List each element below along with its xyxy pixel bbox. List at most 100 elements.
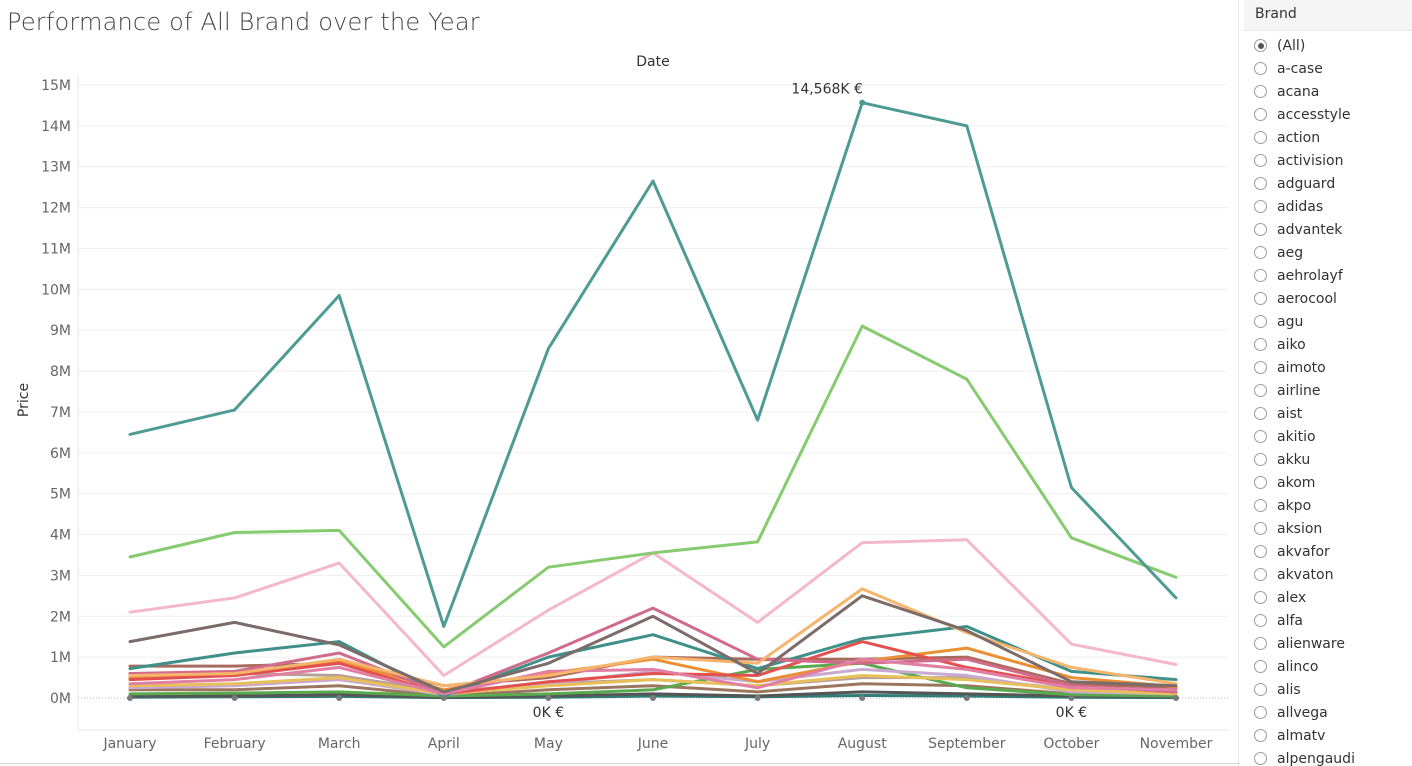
radio-button[interactable] bbox=[1254, 683, 1267, 696]
x-tick-label: October bbox=[1043, 736, 1099, 752]
brand-option[interactable]: alfa bbox=[1244, 609, 1412, 632]
peak-label: 14,568K € bbox=[791, 82, 863, 98]
y-tick-label: 9M bbox=[50, 323, 71, 339]
line-chart: 0M 1M 2M 3M 4M 5M 6M 7M 8M 9M 10M 11M 12M 13M 14M 15M Ja… bbox=[16, 54, 1228, 752]
brand-option[interactable]: a-case bbox=[1244, 57, 1412, 80]
radio-button[interactable] bbox=[1254, 476, 1267, 489]
brand-option-label: airline bbox=[1277, 382, 1321, 399]
y-tick-label: 2M bbox=[50, 609, 71, 625]
brand-option[interactable]: aimoto bbox=[1244, 356, 1412, 379]
radio-button[interactable] bbox=[1254, 453, 1267, 466]
x-tick-label: April bbox=[428, 736, 460, 752]
radio-button[interactable] bbox=[1254, 269, 1267, 282]
brand-option[interactable]: akpo bbox=[1244, 494, 1412, 517]
radio-button[interactable] bbox=[1254, 85, 1267, 98]
brand-option[interactable]: alex bbox=[1244, 586, 1412, 609]
radio-button[interactable] bbox=[1254, 154, 1267, 167]
brand-option[interactable]: alienware bbox=[1244, 632, 1412, 655]
radio-button[interactable] bbox=[1254, 246, 1267, 259]
brand-option[interactable]: alis bbox=[1244, 678, 1412, 701]
brand-option[interactable]: alpengaudi bbox=[1244, 747, 1412, 766]
brand-option[interactable]: airline bbox=[1244, 379, 1412, 402]
y-tick-label: 14M bbox=[41, 119, 71, 135]
y-tick-label: 15M bbox=[41, 78, 71, 94]
brand-option[interactable]: akvafor bbox=[1244, 540, 1412, 563]
radio-button[interactable] bbox=[1254, 338, 1267, 351]
x-axis-title: Date bbox=[636, 54, 669, 70]
radio-button[interactable] bbox=[1254, 545, 1267, 558]
radio-button[interactable] bbox=[1254, 706, 1267, 719]
brand-option-label: alienware bbox=[1277, 635, 1345, 652]
brand-option[interactable]: alinco bbox=[1244, 655, 1412, 678]
y-axis-title: Price bbox=[16, 383, 32, 417]
baseline-point bbox=[1173, 695, 1179, 701]
radio-button[interactable] bbox=[1254, 62, 1267, 75]
brand-option[interactable]: activision bbox=[1244, 149, 1412, 172]
radio-button[interactable] bbox=[1254, 637, 1267, 650]
series-line bbox=[128, 640, 1178, 696]
y-tick-label: 8M bbox=[50, 364, 71, 380]
x-tick-label: March bbox=[318, 736, 361, 752]
brand-option-label: akom bbox=[1277, 474, 1316, 491]
baseline-point bbox=[1068, 695, 1075, 701]
radio-button[interactable] bbox=[1254, 729, 1267, 742]
radio-button[interactable] bbox=[1254, 177, 1267, 190]
radio-button[interactable] bbox=[1254, 614, 1267, 627]
brand-option-label: aksion bbox=[1277, 520, 1323, 537]
radio-button[interactable] bbox=[1254, 407, 1267, 420]
brand-option[interactable]: almatv bbox=[1244, 724, 1412, 747]
brand-option[interactable]: acana bbox=[1244, 80, 1412, 103]
radio-button[interactable] bbox=[1254, 568, 1267, 581]
brand-option[interactable]: akitio bbox=[1244, 425, 1412, 448]
radio-button[interactable] bbox=[1254, 361, 1267, 374]
brand-option[interactable]: (All) bbox=[1244, 34, 1412, 57]
brand-option[interactable]: action bbox=[1244, 126, 1412, 149]
radio-button[interactable] bbox=[1254, 384, 1267, 397]
brand-option-label: aimoto bbox=[1277, 359, 1326, 376]
brand-option-label: alinco bbox=[1277, 658, 1319, 675]
radio-button[interactable] bbox=[1254, 522, 1267, 535]
radio-button[interactable] bbox=[1254, 200, 1267, 213]
radio-button[interactable] bbox=[1254, 108, 1267, 121]
radio-button[interactable] bbox=[1254, 39, 1267, 52]
brand-option[interactable]: akvaton bbox=[1244, 563, 1412, 586]
brand-option-label: agu bbox=[1277, 313, 1304, 330]
series-line bbox=[128, 587, 1178, 688]
brand-option-label: a-case bbox=[1277, 60, 1323, 77]
brand-filter-panel: Brand (All) a-case acana accesstyle action ac… bbox=[1244, 0, 1412, 766]
series-line bbox=[128, 606, 1178, 696]
brand-option-label: akpo bbox=[1277, 497, 1312, 514]
brand-option[interactable]: accesstyle bbox=[1244, 103, 1412, 126]
brand-option[interactable]: allvega bbox=[1244, 701, 1412, 724]
brand-option-label: akku bbox=[1277, 451, 1311, 468]
brand-option[interactable]: adguard bbox=[1244, 172, 1412, 195]
brand-option[interactable]: adidas bbox=[1244, 195, 1412, 218]
series-line bbox=[128, 682, 1178, 698]
radio-button[interactable] bbox=[1254, 131, 1267, 144]
brand-option[interactable]: akom bbox=[1244, 471, 1412, 494]
brand-option[interactable]: aiko bbox=[1244, 333, 1412, 356]
x-tick-label: January bbox=[102, 736, 156, 752]
radio-button[interactable] bbox=[1254, 752, 1267, 765]
brand-option[interactable]: aehrolayf bbox=[1244, 264, 1412, 287]
series-line bbox=[128, 661, 1178, 698]
brand-option[interactable]: agu bbox=[1244, 310, 1412, 333]
y-tick-label: 3M bbox=[50, 568, 71, 584]
radio-button[interactable] bbox=[1254, 591, 1267, 604]
brand-option[interactable]: aist bbox=[1244, 402, 1412, 425]
panel-divider bbox=[1238, 0, 1239, 766]
baseline-point bbox=[336, 695, 343, 701]
brand-option[interactable]: advantek bbox=[1244, 218, 1412, 241]
radio-button[interactable] bbox=[1254, 499, 1267, 512]
brand-option[interactable]: aksion bbox=[1244, 517, 1412, 540]
brand-option[interactable]: akku bbox=[1244, 448, 1412, 471]
radio-button[interactable] bbox=[1254, 660, 1267, 673]
radio-button[interactable] bbox=[1254, 292, 1267, 305]
radio-button[interactable] bbox=[1254, 315, 1267, 328]
brand-option-label: adidas bbox=[1277, 198, 1324, 215]
chart-title: Performance of All Brand over the Year bbox=[7, 8, 480, 36]
radio-button[interactable] bbox=[1254, 223, 1267, 236]
brand-option[interactable]: aerocool bbox=[1244, 287, 1412, 310]
brand-option[interactable]: aeg bbox=[1244, 241, 1412, 264]
radio-button[interactable] bbox=[1254, 430, 1267, 443]
